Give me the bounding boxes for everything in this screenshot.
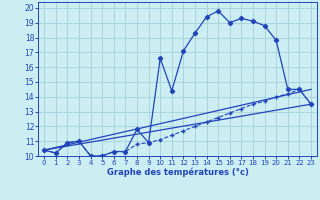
X-axis label: Graphe des températures (°c): Graphe des températures (°c) xyxy=(107,168,249,177)
